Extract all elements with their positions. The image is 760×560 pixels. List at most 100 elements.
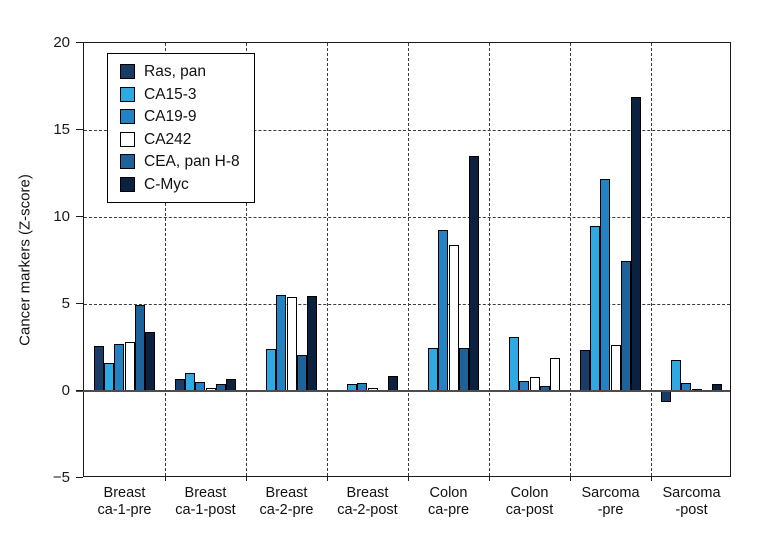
y-tick-mark xyxy=(76,216,83,218)
y-tick-label: 5 xyxy=(61,295,70,312)
vertical-gridline xyxy=(246,43,247,476)
x-tick-label-line: ca-1-pre xyxy=(97,502,152,519)
x-tick-mark xyxy=(651,476,652,481)
vertical-gridline xyxy=(408,43,409,476)
x-tick-label: Breast ca-2-pre xyxy=(236,485,337,520)
legend-label: CA15-3 xyxy=(144,85,197,103)
x-tick-mark xyxy=(327,476,328,481)
legend-swatch xyxy=(120,154,135,170)
legend: Ras, pan CA15-3 CA19-9 CA242 CEA, pan H-8 C-M… xyxy=(107,53,255,203)
x-tick-label: Sarcoma -pre xyxy=(560,485,661,520)
vertical-gridline xyxy=(489,43,490,476)
y-tick-label: −5 xyxy=(52,469,70,486)
x-tick-label: Sarcoma -post xyxy=(641,485,742,520)
x-tick-label-line: Sarcoma xyxy=(581,485,640,501)
x-tick-label-line: ca-1-post xyxy=(175,502,236,519)
vertical-gridline xyxy=(165,43,166,476)
x-tick-label-line: Breast xyxy=(103,485,146,501)
bar xyxy=(579,350,590,391)
legend-item: CA242 xyxy=(120,131,240,148)
legend-label: CEA, pan H-8 xyxy=(144,153,240,170)
bar xyxy=(600,178,611,391)
legend-swatch xyxy=(120,64,135,80)
bar xyxy=(550,357,561,391)
y-tick-mark xyxy=(76,303,83,305)
y-tick-mark xyxy=(76,42,83,44)
x-tick-label: Breast ca-1-pre xyxy=(74,485,175,520)
bar xyxy=(307,296,318,391)
x-tick-mark xyxy=(165,476,166,481)
x-tick-label-line: ca-2-pre xyxy=(259,502,314,519)
x-tick-label: Colon ca-post xyxy=(479,485,580,520)
x-tick-label-line: Sarcoma xyxy=(662,485,721,501)
vertical-gridline xyxy=(327,43,328,476)
legend-item: CA15-3 xyxy=(120,85,240,103)
x-tick-label-line: ca-post xyxy=(505,502,554,519)
bar xyxy=(610,344,621,391)
x-tick-label: Colon ca-pre xyxy=(398,485,499,520)
y-tick-mark xyxy=(76,390,83,392)
legend-swatch xyxy=(120,109,135,125)
bar xyxy=(508,337,520,391)
x-tick-mark xyxy=(570,476,571,481)
y-tick-label: 20 xyxy=(53,34,70,51)
bar xyxy=(286,297,297,391)
y-axis-label: Cancer markers (Z-score) xyxy=(16,173,34,346)
y-axis-label-area: Cancer markers (Z-score) xyxy=(0,42,48,477)
x-tick-label-line: Colon xyxy=(429,485,468,501)
x-tick-label-line: Colon xyxy=(510,485,549,501)
bar xyxy=(184,372,196,391)
x-tick-label: Breast ca-2-post xyxy=(317,485,418,520)
legend-label: C-Myc xyxy=(144,175,189,193)
bar xyxy=(448,244,459,391)
bar xyxy=(469,156,480,391)
bar xyxy=(103,363,115,391)
zero-baseline xyxy=(76,389,730,393)
bar xyxy=(93,345,104,391)
x-tick-mark xyxy=(489,476,490,481)
legend-label: CA19-9 xyxy=(144,108,197,125)
legend-swatch xyxy=(120,131,135,147)
legend-item: Ras, pan xyxy=(120,64,240,80)
bar xyxy=(589,225,601,391)
bar xyxy=(620,260,632,391)
x-tick-label-line: Breast xyxy=(184,485,227,501)
bar xyxy=(265,349,277,391)
y-tick-mark xyxy=(76,477,83,479)
x-tick-mark xyxy=(246,476,247,481)
y-tick-label: 0 xyxy=(61,382,70,399)
plot-area: Ras, pan CA15-3 CA19-9 CA242 CEA, pan H-8 C-M… xyxy=(53,34,731,518)
x-tick-label-line: -post xyxy=(675,502,708,519)
bar xyxy=(124,342,135,391)
x-tick-label-line: ca-2-post xyxy=(337,502,398,519)
x-tick-label: Breast ca-1-post xyxy=(155,485,256,520)
x-tick-label-line: ca-pre xyxy=(427,502,470,519)
legend-label: Ras, pan xyxy=(144,63,207,80)
legend-item: CA19-9 xyxy=(120,109,240,125)
horizontal-gridline xyxy=(84,304,730,305)
bar xyxy=(276,295,287,391)
bar xyxy=(134,304,146,391)
horizontal-gridline xyxy=(84,130,730,131)
y-tick-mark xyxy=(76,129,83,131)
y-tick-label: 10 xyxy=(53,208,70,225)
bar xyxy=(631,96,642,391)
vertical-gridline xyxy=(651,43,652,476)
horizontal-gridline xyxy=(84,217,730,218)
x-tick-label-line: -pre xyxy=(597,502,624,519)
x-tick-label-line: Breast xyxy=(265,485,308,501)
legend-swatch xyxy=(120,176,135,192)
bar xyxy=(145,331,156,391)
x-tick-mark xyxy=(408,476,409,481)
legend-swatch xyxy=(120,86,135,102)
bar xyxy=(670,359,682,391)
bar xyxy=(296,355,308,391)
bar xyxy=(438,230,449,391)
legend-item: C-Myc xyxy=(120,175,240,193)
vertical-gridline xyxy=(570,43,571,476)
bar xyxy=(458,348,470,391)
bar xyxy=(660,391,671,403)
bar xyxy=(427,348,439,391)
x-tick-label-line: Breast xyxy=(346,485,389,501)
